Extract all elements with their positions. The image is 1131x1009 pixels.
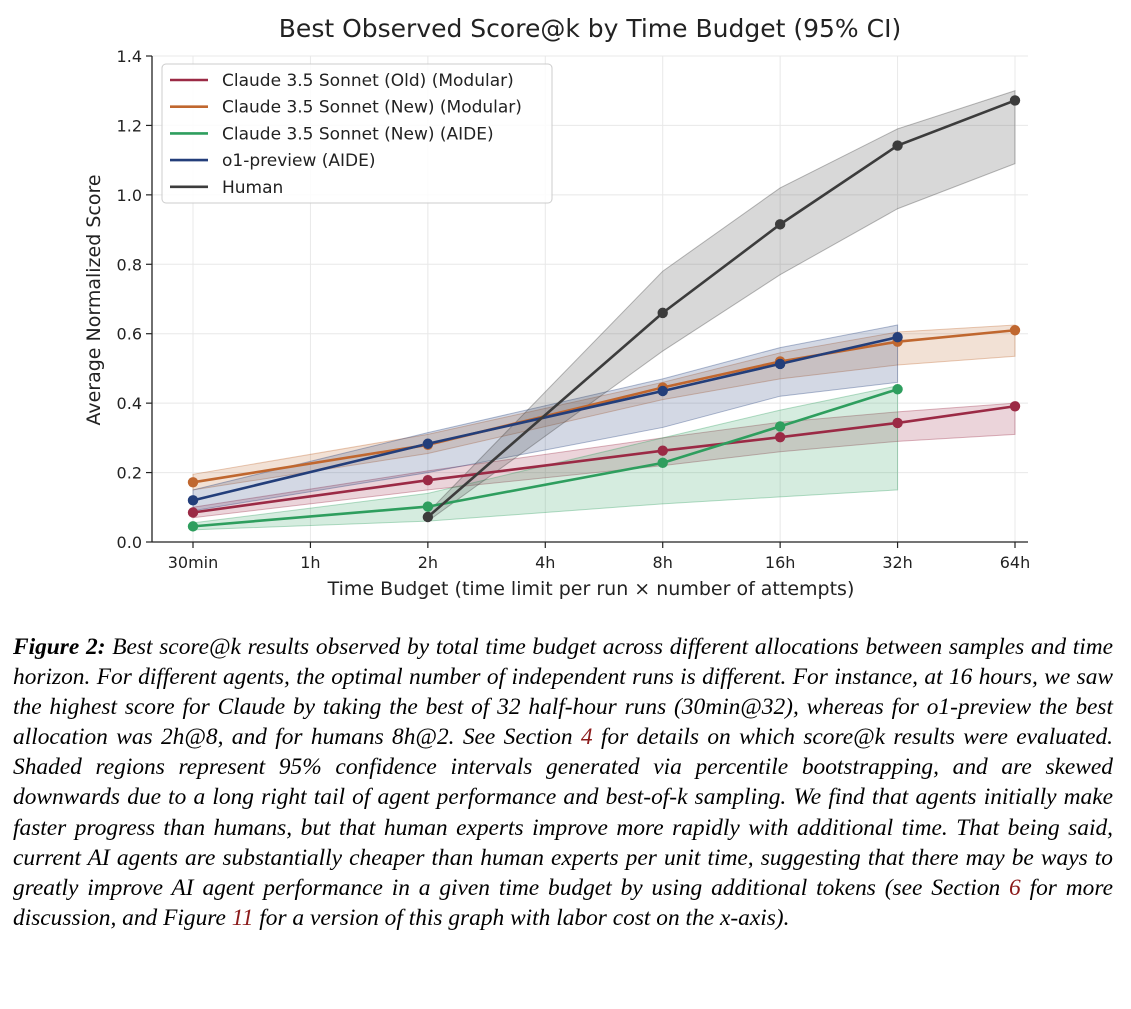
legend-label: Human xyxy=(222,178,283,198)
legend-label: Claude 3.5 Sonnet (New) (Modular) xyxy=(222,98,522,118)
x-tick-label: 4h xyxy=(535,553,555,572)
confidence-band xyxy=(192,385,899,531)
caption-text: Best score@ xyxy=(105,634,231,660)
caption-text: results observed by total time budget ac… xyxy=(13,634,1114,751)
data-point xyxy=(892,417,903,429)
x-tick-label: 16h xyxy=(765,553,796,572)
data-point xyxy=(1009,325,1021,336)
chart-title: Best Observed Score@k by Time Budget (95… xyxy=(279,14,901,43)
data-point xyxy=(774,219,786,230)
caption-math-x: x xyxy=(719,904,731,931)
data-point xyxy=(774,421,786,432)
legend: Claude 3.5 Sonnet (Old) (Modular) Claude … xyxy=(161,63,553,204)
legend-label: o1-preview (AIDE) xyxy=(222,151,376,171)
data-point xyxy=(187,495,199,506)
caption-text: results were evaluated. Shaded regions r… xyxy=(13,724,1114,811)
data-point xyxy=(422,438,434,449)
legend-label: Claude 3.5 Sonnet (Old) (Modular) xyxy=(222,71,514,91)
y-tick-label: 0.2 xyxy=(117,464,142,483)
data-point xyxy=(422,511,434,523)
data-point xyxy=(774,358,786,370)
grid-lines xyxy=(152,55,1028,543)
data-point xyxy=(422,501,434,512)
y-tick-label: 0.8 xyxy=(117,255,142,274)
x-tick-label: 8h xyxy=(653,553,673,572)
caption-text: for details on which score@ xyxy=(592,724,875,751)
data-point xyxy=(657,307,668,319)
axes xyxy=(146,55,1028,548)
y-tick-label: 1.2 xyxy=(117,116,142,135)
caption-text: sampling. We find that agents initially … xyxy=(13,784,1114,901)
x-tick-label: 2h xyxy=(418,553,438,572)
y-tick-label: 1.4 xyxy=(117,47,142,66)
data-point xyxy=(657,385,668,397)
figure-caption: Figure 2: Best score@k results observed … xyxy=(13,632,1113,933)
caption-math-k: k xyxy=(230,634,241,660)
x-axis-label: Time Budget (time limit per run × number… xyxy=(327,578,855,600)
data-point xyxy=(657,445,668,456)
data-point xyxy=(1009,401,1021,412)
legend-box xyxy=(161,63,553,204)
data-point xyxy=(774,431,786,443)
series-points xyxy=(187,95,1021,532)
y-axis-label: Average Normalized Score xyxy=(83,174,105,425)
section-6-link[interactable]: 6 xyxy=(1009,874,1021,901)
y-tick-label: 0.6 xyxy=(117,325,142,344)
caption-text: -axis). xyxy=(730,904,790,931)
caption-math-k: k xyxy=(677,784,688,811)
data-point xyxy=(187,507,199,518)
legend-label: Claude 3.5 Sonnet (New) (AIDE) xyxy=(222,124,494,144)
tick-labels: 30min 1h 2h 4h 8h 16h 32h 64h 0.0 0.2 0.4 0.6 0.8 1.0… xyxy=(117,47,1031,572)
figure-11-link[interactable]: 11 xyxy=(231,904,254,931)
y-tick-label: 1.0 xyxy=(117,186,142,205)
data-point xyxy=(422,475,434,486)
data-point xyxy=(892,384,903,395)
x-tick-label: 32h xyxy=(882,553,913,572)
caption-math-k: k xyxy=(874,724,886,751)
data-point xyxy=(187,521,199,532)
section-4-link[interactable]: 4 xyxy=(580,724,593,751)
caption-label: Figure 2: xyxy=(13,634,106,660)
x-tick-label: 30min xyxy=(168,553,219,572)
data-point xyxy=(892,331,903,343)
caption-text: for more discussion, and Figure xyxy=(13,874,1113,931)
figure-chart: Best Observed Score@k by Time Budget (95… xyxy=(83,14,1031,600)
data-point xyxy=(892,140,903,151)
x-tick-label: 64h xyxy=(1000,553,1031,572)
data-point xyxy=(1009,95,1021,106)
y-tick-label: 0.0 xyxy=(117,533,142,552)
series-line xyxy=(192,328,1016,484)
chart-svg: Best Observed Score@k by Time Budget (95… xyxy=(83,14,1031,600)
data-point xyxy=(187,477,199,488)
caption-text: for a version of this graph with labor c… xyxy=(253,904,720,931)
y-tick-label: 0.4 xyxy=(117,394,142,413)
data-point xyxy=(657,457,668,469)
x-tick-label: 1h xyxy=(300,553,320,572)
confidence-band xyxy=(192,402,1016,519)
